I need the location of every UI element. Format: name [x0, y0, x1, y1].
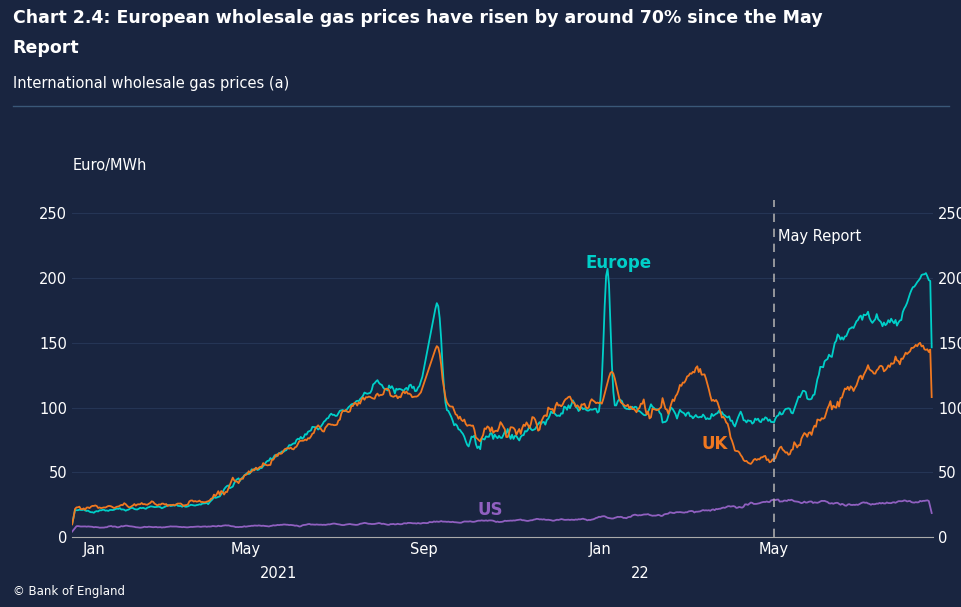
Text: UK: UK — [701, 435, 727, 453]
Text: International wholesale gas prices (a): International wholesale gas prices (a) — [12, 76, 288, 91]
Text: Euro/MWh: Euro/MWh — [72, 158, 146, 174]
Text: 2021: 2021 — [259, 566, 297, 581]
Text: © Bank of England: © Bank of England — [12, 585, 124, 598]
Text: Report: Report — [12, 39, 79, 58]
Text: 22: 22 — [630, 566, 649, 581]
Text: Chart 2.4: European wholesale gas prices have risen by around 70% since the May: Chart 2.4: European wholesale gas prices… — [12, 9, 822, 27]
Text: US: US — [477, 501, 503, 519]
Text: May Report: May Report — [777, 229, 861, 244]
Text: Europe: Europe — [585, 254, 652, 272]
